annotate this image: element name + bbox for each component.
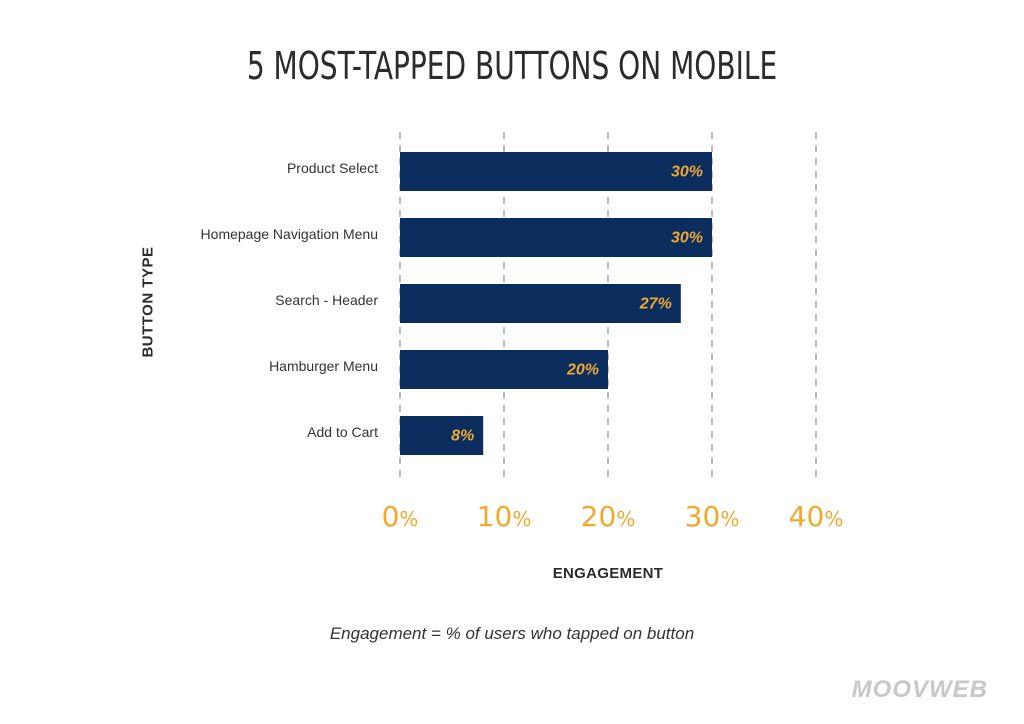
tick-label: 20% (581, 500, 636, 533)
footnote: Engagement = % of users who tapped on bu… (329, 624, 695, 643)
x-axis-label: ENGAGEMENT (552, 565, 664, 582)
category-label: Add to Cart (307, 424, 378, 440)
data-label: 8% (451, 428, 474, 445)
tick-label: 10% (477, 500, 532, 533)
category-label: Homepage Navigation Menu (201, 226, 378, 242)
bar (400, 218, 712, 257)
bar (400, 350, 608, 389)
chart-title: 5 MOST-TAPPED BUTTONS ON MOBILE (246, 44, 778, 88)
data-label: 20% (566, 362, 599, 379)
bar (400, 416, 484, 455)
category-label: Search - Header (275, 292, 378, 308)
data-label: 30% (671, 164, 703, 181)
category-label: Product Select (287, 160, 378, 176)
bar (400, 152, 712, 191)
moovweb-logo: MOOVWEB (851, 676, 988, 703)
y-axis-label: BUTTON TYPE (139, 246, 157, 358)
category-label: Hamburger Menu (269, 358, 378, 374)
data-label: 27% (639, 296, 672, 313)
tick-label: 40% (789, 500, 844, 533)
bar (400, 284, 681, 323)
tick-label: 30% (685, 500, 740, 533)
data-label: 30% (671, 230, 703, 247)
tick-label: 0% (382, 500, 419, 533)
